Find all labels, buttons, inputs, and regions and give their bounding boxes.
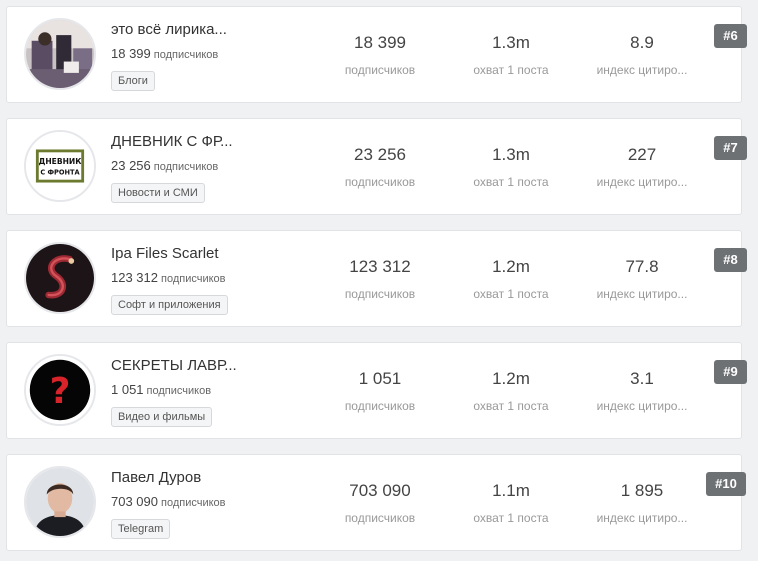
subscriber-count: 23 256 подписчиков bbox=[111, 157, 218, 175]
subscriber-count-value: 23 256 bbox=[111, 158, 151, 173]
stat-value: 227 bbox=[627, 145, 657, 164]
stat-label: индекс цитиро... bbox=[596, 511, 688, 525]
rank-badge: #9 bbox=[714, 360, 747, 384]
subscriber-count-word: подписчиков bbox=[161, 273, 226, 285]
stat-value: 3.1 bbox=[630, 369, 654, 388]
subscriber-count-value: 703 090 bbox=[111, 494, 158, 509]
subscriber-count: 123 312 подписчиков bbox=[111, 269, 226, 287]
avatar-text: ? bbox=[50, 371, 71, 412]
channel-card[interactable]: это всё лирика... 18 399 подписчиков Блог… bbox=[6, 6, 747, 103]
stat-value: 1 051 bbox=[358, 369, 402, 388]
stat-value: 703 090 bbox=[349, 481, 411, 500]
stat-label: индекс цитиро... bbox=[596, 63, 688, 77]
rank-badge: #10 bbox=[706, 472, 746, 496]
channel-name[interactable]: Павел Дуров bbox=[111, 469, 202, 486]
subscriber-count-word: подписчиков bbox=[161, 497, 226, 509]
channel-avatar[interactable] bbox=[24, 466, 96, 538]
stat-value: 1.2m bbox=[492, 257, 530, 276]
stat-label: охват 1 поста bbox=[473, 399, 549, 413]
stat-value: 1.1m bbox=[492, 481, 530, 500]
channel-name[interactable]: СЕКРЕТЫ ЛАВР... bbox=[111, 357, 237, 374]
person-portrait-icon bbox=[26, 468, 94, 536]
rank-badge: #8 bbox=[714, 248, 747, 272]
category-tag[interactable]: Telegram bbox=[111, 519, 171, 539]
subscriber-count: 18 399 подписчиков bbox=[111, 45, 218, 63]
channel-card[interactable]: Павел Дуров 703 090 подписчиков Telegram … bbox=[6, 454, 746, 551]
subscriber-count-value: 18 399 bbox=[111, 46, 151, 61]
scarlet-logo-icon bbox=[26, 244, 94, 312]
stat-value: 123 312 bbox=[349, 257, 411, 276]
subscriber-count: 703 090 подписчиков bbox=[111, 493, 226, 511]
stat-label: индекс цитиро... bbox=[596, 399, 688, 413]
stat-label: подписчиков bbox=[344, 63, 416, 77]
channel-avatar[interactable]: ? bbox=[24, 354, 96, 426]
channel-avatar[interactable] bbox=[24, 18, 96, 90]
channel-name[interactable]: Ipa Files Scarlet bbox=[111, 245, 219, 262]
subscriber-count-word: подписчиков bbox=[146, 385, 212, 397]
stat-label: охват 1 поста bbox=[473, 63, 549, 77]
diary-logo-icon: ДНЕВНИК С ФРОНТА bbox=[26, 132, 94, 200]
channel-name[interactable]: ДНЕВНИК С ФР... bbox=[111, 133, 233, 150]
stat-label: подписчиков bbox=[344, 287, 416, 301]
channel-card[interactable]: ДНЕВНИК С ФРОНТА ДНЕВНИК С ФР... 23 256 п… bbox=[6, 118, 747, 215]
subscriber-count: 1 051 подписчиков bbox=[111, 381, 211, 399]
category-tag[interactable]: Видео и фильмы bbox=[111, 407, 213, 427]
stat-value: 1.3m bbox=[492, 33, 530, 52]
stat-value: 1 895 bbox=[620, 481, 664, 500]
stat-value: 18 399 bbox=[354, 33, 406, 52]
rank-badge: #6 bbox=[714, 24, 747, 48]
subscriber-count-word: подписчиков bbox=[153, 49, 219, 61]
stat-value: 23 256 bbox=[354, 145, 406, 164]
stat-label: индекс цитиро... bbox=[596, 287, 688, 301]
stat-value: 8.9 bbox=[630, 33, 654, 52]
channel-card[interactable]: Ipa Files Scarlet 123 312 подписчиков Соф… bbox=[6, 230, 747, 327]
stat-value: 1.2m bbox=[492, 369, 530, 388]
channel-avatar[interactable] bbox=[24, 242, 96, 314]
subscriber-count-word: подписчиков bbox=[153, 161, 219, 173]
photo-collage-icon bbox=[26, 20, 94, 88]
subscriber-count-value: 1 051 bbox=[111, 382, 144, 397]
question-mark-icon: ? bbox=[26, 356, 94, 424]
channel-card[interactable]: ? СЕКРЕТЫ ЛАВР... 1 051 подписчиков Видео… bbox=[6, 342, 747, 439]
stat-label: подписчиков bbox=[344, 511, 416, 525]
stat-label: индекс цитиро... bbox=[596, 175, 688, 189]
channel-avatar[interactable]: ДНЕВНИК С ФРОНТА bbox=[24, 130, 96, 202]
stat-label: охват 1 поста bbox=[473, 511, 549, 525]
stat-label: подписчиков bbox=[344, 399, 416, 413]
category-tag[interactable]: Новости и СМИ bbox=[111, 183, 205, 203]
avatar-text: С ФРОНТА bbox=[40, 169, 80, 177]
category-tag[interactable]: Софт и приложения bbox=[111, 295, 228, 315]
avatar-text: ДНЕВНИК bbox=[39, 157, 83, 166]
stat-value: 1.3m bbox=[492, 145, 530, 164]
category-tag[interactable]: Блоги bbox=[111, 71, 155, 91]
stat-label: подписчиков bbox=[344, 175, 416, 189]
stat-value: 77.8 bbox=[625, 257, 659, 276]
stat-label: охват 1 поста bbox=[473, 175, 549, 189]
subscriber-count-value: 123 312 bbox=[111, 270, 158, 285]
channel-name[interactable]: это всё лирика... bbox=[111, 21, 227, 38]
rank-badge: #7 bbox=[714, 136, 747, 160]
stat-label: охват 1 поста bbox=[473, 287, 549, 301]
